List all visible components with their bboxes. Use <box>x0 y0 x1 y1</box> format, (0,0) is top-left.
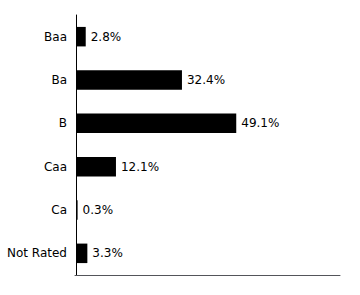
svg-text:12.1%: 12.1% <box>121 160 159 174</box>
svg-text:Not Rated: Not Rated <box>7 246 67 260</box>
svg-text:3.3%: 3.3% <box>92 246 123 260</box>
svg-text:2.8%: 2.8% <box>91 30 122 44</box>
svg-text:Ba: Ba <box>51 73 67 87</box>
svg-text:49.1%: 49.1% <box>241 116 279 130</box>
svg-text:Ca: Ca <box>51 203 67 217</box>
svg-text:Baa: Baa <box>44 30 67 44</box>
svg-text:32.4%: 32.4% <box>187 73 225 87</box>
svg-text:0.3%: 0.3% <box>83 203 114 217</box>
svg-text:Caa: Caa <box>44 160 67 174</box>
svg-text:B: B <box>59 116 67 130</box>
